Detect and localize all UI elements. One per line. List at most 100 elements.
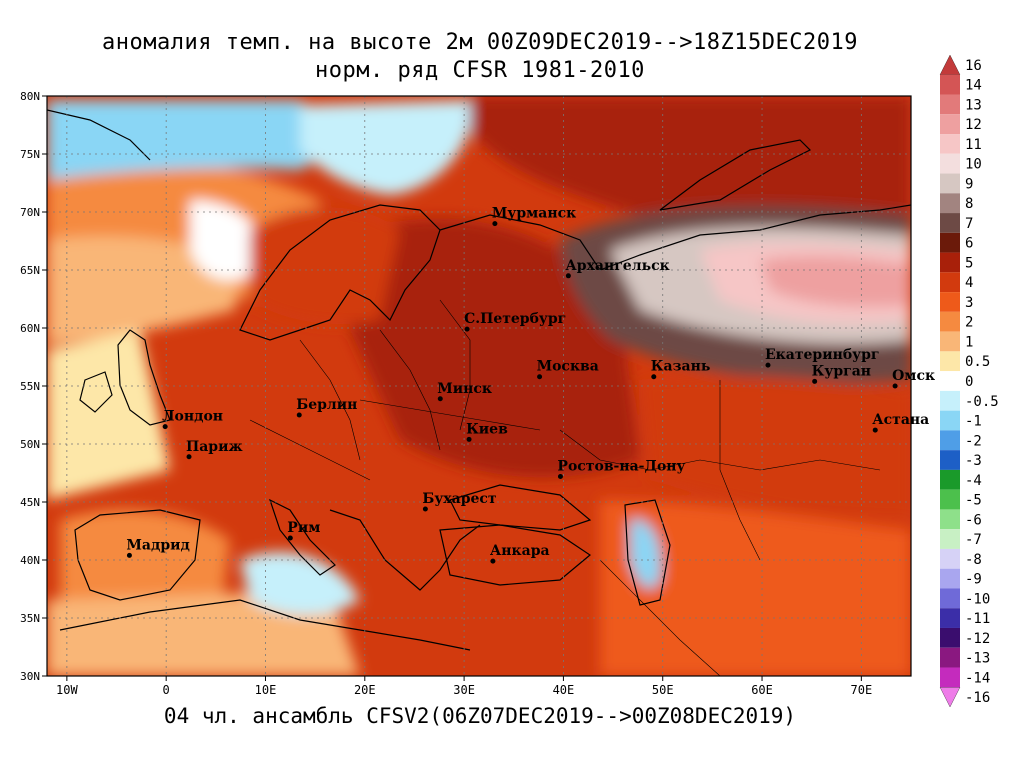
colorbar-swatch bbox=[940, 588, 960, 609]
lat-label: 45N bbox=[20, 496, 40, 509]
lon-label: 20E bbox=[354, 683, 376, 697]
colorbar-label: 9 bbox=[965, 176, 973, 192]
colorbar-label: -10 bbox=[965, 591, 990, 607]
city-dot bbox=[437, 396, 443, 402]
border-line-6 bbox=[559, 429, 881, 471]
city-dot bbox=[872, 427, 878, 433]
colorbar-swatch bbox=[940, 489, 960, 510]
colorbar-label: -16 bbox=[965, 690, 990, 706]
greenland-edge-coast bbox=[47, 109, 151, 161]
colorbar-label: -14 bbox=[965, 670, 990, 686]
colorbar-swatch bbox=[940, 94, 960, 115]
colorbar-top-arrow bbox=[939, 54, 961, 75]
city-dot bbox=[492, 221, 498, 227]
lat-label: 60N bbox=[20, 322, 40, 335]
chart-title-line1: аномалия темп. на высоте 2м 00Z09DEC2019… bbox=[102, 30, 858, 55]
colorbar-label: -13 bbox=[965, 651, 990, 667]
colorbar-label: -11 bbox=[965, 611, 990, 627]
map-frame bbox=[46, 95, 912, 677]
lon-label: 70E bbox=[851, 683, 873, 697]
colorbar-label: -8 bbox=[965, 552, 982, 568]
city-label: Екатеринбург bbox=[765, 347, 880, 363]
black-sea-coast bbox=[449, 484, 592, 531]
city-label: Анкара bbox=[490, 543, 550, 559]
country-borders bbox=[249, 299, 881, 676]
city-label: Омск bbox=[892, 368, 935, 384]
eastern-europe-warm bbox=[350, 218, 640, 478]
lat-label: 80N bbox=[20, 90, 40, 103]
scandinavia-coast bbox=[239, 204, 441, 341]
caspian-cold bbox=[630, 519, 661, 589]
city-dot bbox=[287, 535, 293, 541]
lat-label: 75N bbox=[20, 148, 40, 161]
colorbar-swatch bbox=[940, 430, 960, 451]
colorbar-swatch bbox=[940, 568, 960, 589]
colorbar-label: -2 bbox=[965, 433, 982, 449]
border-line-5 bbox=[359, 399, 541, 431]
colorbar-swatch bbox=[940, 114, 960, 135]
colorbar-swatch bbox=[940, 351, 960, 372]
city-dot bbox=[466, 436, 472, 442]
colorbar-swatch bbox=[940, 371, 960, 391]
lat-label: 35N bbox=[20, 612, 40, 625]
turkey-coast bbox=[439, 524, 592, 586]
colorbar-bottom-arrow bbox=[939, 687, 961, 708]
ensemble-footer: 04 чл. ансамбль CFSV2(06Z07DEC2019-->00Z… bbox=[163, 704, 797, 728]
colorbar-label: -5 bbox=[965, 493, 982, 509]
colorbar-swatch bbox=[940, 311, 960, 332]
colorbar-swatch bbox=[940, 627, 960, 648]
lon-label: 60E bbox=[751, 683, 773, 697]
lon-label: 30E bbox=[453, 683, 475, 697]
city-label: Казань bbox=[651, 359, 711, 375]
city-dot bbox=[162, 424, 168, 430]
colorbar-swatch bbox=[940, 193, 960, 214]
border-line-8 bbox=[599, 559, 721, 676]
colorbar-swatch bbox=[940, 232, 960, 253]
colorbar-label: 14 bbox=[965, 78, 982, 94]
colorbar-label: -6 bbox=[965, 512, 982, 528]
colorbar-swatch bbox=[940, 450, 960, 470]
lat-label: 55N bbox=[20, 380, 40, 393]
atlantic-pale-band bbox=[47, 236, 240, 345]
novaya-zemlya-coast bbox=[659, 139, 812, 211]
italy-coast bbox=[268, 498, 336, 576]
city-label: Париж bbox=[186, 439, 243, 455]
colorbar-swatch bbox=[940, 548, 960, 569]
city-dot bbox=[126, 552, 132, 558]
ireland-coast bbox=[79, 371, 113, 413]
city-dot bbox=[537, 374, 543, 380]
greenland-sea-cold bbox=[300, 100, 472, 195]
chart-title-line2: норм. ряд CFSR 1981-2010 bbox=[315, 58, 645, 83]
colorbar-label: 12 bbox=[965, 117, 982, 133]
colorbar-label: 7 bbox=[965, 216, 973, 232]
arctic-dark bbox=[470, 96, 911, 230]
lon-label: 0 bbox=[163, 683, 170, 697]
colorbar-label: 0.5 bbox=[965, 354, 990, 370]
iberia-coast bbox=[74, 509, 201, 601]
city-dot bbox=[812, 378, 818, 384]
city-label: Курган bbox=[812, 363, 871, 379]
city-dot bbox=[422, 506, 428, 512]
colorbar-swatch bbox=[940, 529, 960, 549]
north-africa-coast bbox=[59, 599, 471, 651]
colorbar-label: 13 bbox=[965, 97, 982, 113]
city-label: Бухарест bbox=[422, 491, 497, 507]
colorbar-swatch bbox=[940, 667, 960, 688]
north-atlantic-cold bbox=[47, 100, 327, 180]
colorbar-swatch bbox=[940, 608, 960, 628]
lat-label: 40N bbox=[20, 554, 40, 567]
colorbar-label: 5 bbox=[965, 255, 973, 271]
colorbar-label: -3 bbox=[965, 453, 982, 469]
colorbar-swatch bbox=[940, 509, 960, 530]
border-line-7 bbox=[719, 380, 761, 561]
longitude-labels: 10W 0 10E 20E 30E 40E 50E 60E 70E bbox=[56, 683, 872, 697]
colorbar-label: 0 bbox=[965, 374, 973, 390]
city-label: Мурманск bbox=[492, 206, 576, 222]
colorbar-swatch bbox=[940, 410, 960, 431]
west-siberia-peak bbox=[760, 255, 911, 307]
city-dot bbox=[651, 374, 657, 380]
city-dot bbox=[296, 412, 302, 418]
colorbar-label: 8 bbox=[965, 196, 973, 212]
colorbar-label: 16 bbox=[965, 58, 982, 74]
colorbar-label: -7 bbox=[965, 532, 982, 548]
